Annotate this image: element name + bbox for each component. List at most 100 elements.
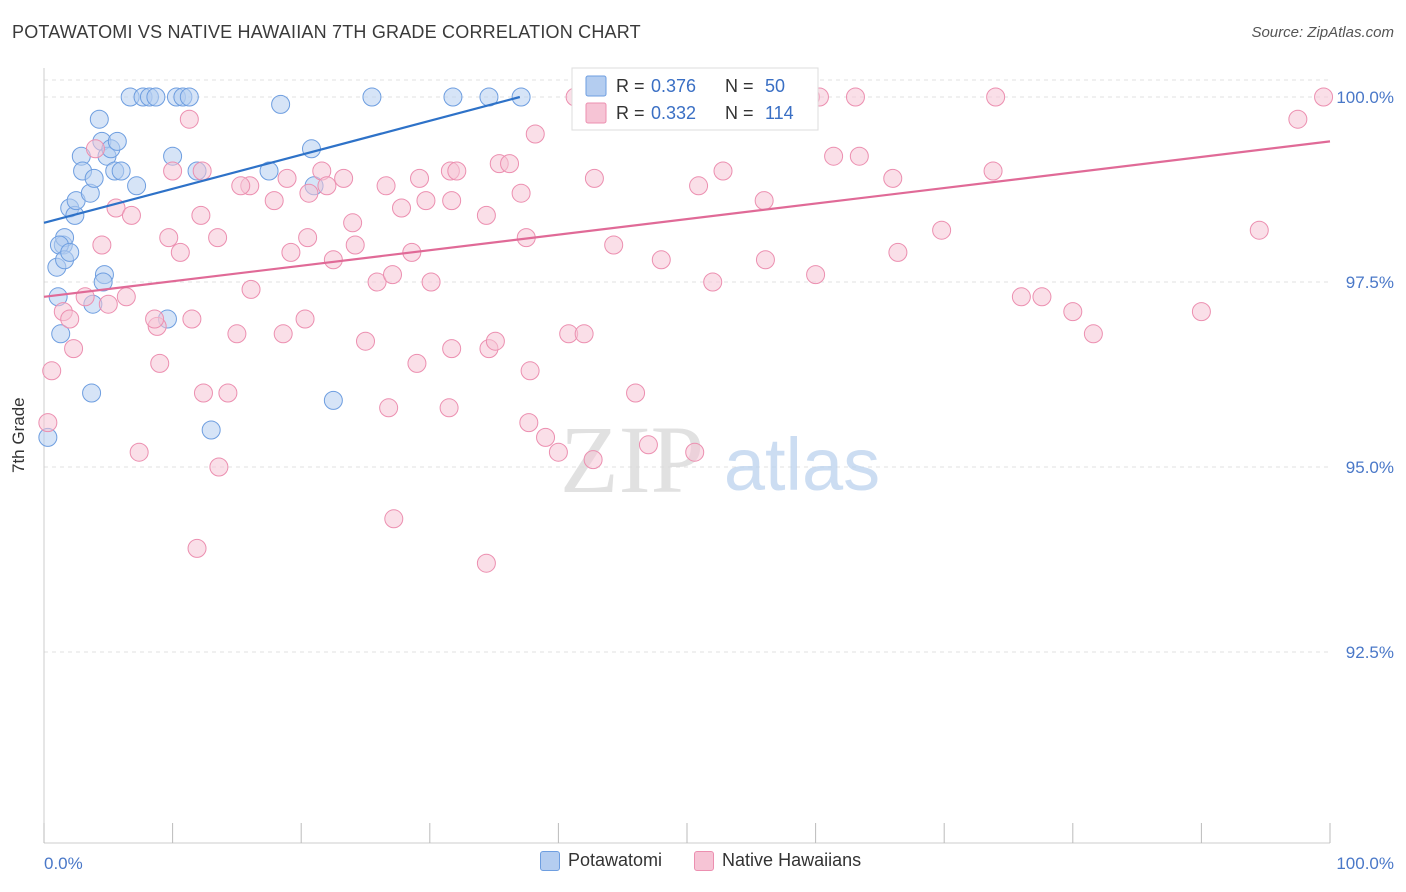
point-1-104 xyxy=(187,538,207,558)
point-1-58 xyxy=(703,272,723,292)
point-1-12 xyxy=(85,139,105,159)
point-1-100 xyxy=(638,435,658,455)
point-1-56 xyxy=(604,235,624,255)
point-0-40 xyxy=(93,272,113,292)
watermark-atlas: atlas xyxy=(724,423,880,506)
point-1-103 xyxy=(209,457,229,477)
point-0-7 xyxy=(362,87,382,107)
point-1-23 xyxy=(447,161,467,181)
series-points xyxy=(38,87,1334,573)
point-1-112 xyxy=(92,235,112,255)
axes xyxy=(43,68,1331,844)
y-tick-label-2: 95.0% xyxy=(1346,458,1394,477)
point-1-76 xyxy=(182,309,202,329)
point-1-6 xyxy=(845,87,865,107)
point-1-45 xyxy=(121,205,141,225)
point-0-33 xyxy=(259,161,279,181)
stats-swatch-potawatomi xyxy=(585,75,607,97)
legend-label-potawatomi: Potawatomi xyxy=(568,850,663,870)
point-1-88 xyxy=(42,361,62,381)
point-1-38 xyxy=(392,198,412,218)
y-tick-label-1: 97.5% xyxy=(1346,273,1394,292)
point-1-73 xyxy=(98,294,118,314)
legend-swatch-potawatomi xyxy=(540,850,560,871)
point-1-20 xyxy=(376,176,396,196)
point-1-46 xyxy=(159,228,179,248)
chart-source: Source: ZipAtlas.com xyxy=(1251,24,1394,41)
point-1-7 xyxy=(986,87,1006,107)
point-1-87 xyxy=(574,324,594,344)
point-1-79 xyxy=(295,309,315,329)
point-1-68 xyxy=(1249,220,1269,240)
point-1-65 xyxy=(1063,302,1083,322)
point-1-98 xyxy=(583,450,603,470)
point-0-43 xyxy=(201,420,221,440)
point-1-57 xyxy=(651,250,671,270)
point-1-37 xyxy=(343,213,363,233)
legend-swatch-native-hawaiians xyxy=(694,850,715,871)
point-1-61 xyxy=(888,242,908,262)
stats-r-label-potawatomi: R = xyxy=(616,76,650,96)
y-tick-label-0: 100.0% xyxy=(1336,88,1394,107)
x-tick-label-0: 0.0% xyxy=(44,854,83,873)
point-0-42 xyxy=(82,383,102,403)
point-1-47 xyxy=(208,228,228,248)
point-1-9 xyxy=(525,124,545,144)
point-1-111 xyxy=(170,242,190,262)
watermark-zip: ZIP xyxy=(560,406,704,513)
legend-item-potawatomi[interactable]: Potawatomi xyxy=(540,850,662,871)
stats-box: R = 0.376 N = 50 R = 0.332 N = 114 xyxy=(571,67,819,131)
point-1-81 xyxy=(407,353,427,373)
point-1-102 xyxy=(129,442,149,462)
point-0-21 xyxy=(84,168,104,188)
point-1-91 xyxy=(193,383,213,403)
legend-label-native-hawaiians: Native Hawaiians xyxy=(722,850,862,870)
trend-lines xyxy=(43,95,1331,298)
legend-item-native-hawaiians[interactable]: Native Hawaiians xyxy=(694,850,861,871)
point-1-52 xyxy=(383,265,403,285)
point-0-44 xyxy=(323,390,343,410)
point-1-97 xyxy=(548,442,568,462)
point-1-30 xyxy=(824,146,844,166)
point-1-62 xyxy=(932,220,952,240)
point-1-14 xyxy=(192,161,212,181)
point-0-30 xyxy=(127,176,147,196)
chart-title: POTAWATOMI VS NATIVE HAWAIIAN 7TH GRADE … xyxy=(12,22,641,42)
point-1-36 xyxy=(299,183,319,203)
point-1-28 xyxy=(689,176,709,196)
stats-box-frame xyxy=(571,67,819,131)
point-1-50 xyxy=(345,235,365,255)
point-1-64 xyxy=(1032,287,1052,307)
point-1-59 xyxy=(755,250,775,270)
point-1-92 xyxy=(218,383,238,403)
stats-r-value-potawatomi: 0.376 xyxy=(651,76,696,96)
point-1-107 xyxy=(38,413,58,433)
point-1-63 xyxy=(1011,287,1031,307)
point-1-89 xyxy=(64,339,84,359)
point-1-77 xyxy=(227,324,247,344)
point-1-60 xyxy=(806,265,826,285)
point-1-13 xyxy=(163,161,183,181)
point-1-67 xyxy=(1191,302,1211,322)
point-1-109 xyxy=(241,279,261,299)
stats-n-label-potawatomi: N = xyxy=(725,76,759,96)
trend-line-0 xyxy=(43,95,521,224)
point-1-42 xyxy=(191,205,211,225)
point-1-69 xyxy=(1288,109,1308,129)
point-0-6 xyxy=(179,87,199,107)
point-1-27 xyxy=(584,168,604,188)
point-1-80 xyxy=(356,331,375,351)
point-1-108 xyxy=(145,309,165,329)
point-1-105 xyxy=(384,509,404,529)
point-1-48 xyxy=(281,242,301,262)
point-1-8 xyxy=(1314,87,1334,107)
point-0-47 xyxy=(60,242,80,262)
point-1-21 xyxy=(410,168,430,188)
point-1-101 xyxy=(685,442,705,462)
point-1-90 xyxy=(150,353,170,373)
stats-r-value-native-hawaiians: 0.332 xyxy=(651,103,696,123)
point-1-66 xyxy=(1083,324,1103,344)
point-1-33 xyxy=(983,161,1003,181)
point-0-10 xyxy=(511,87,531,107)
